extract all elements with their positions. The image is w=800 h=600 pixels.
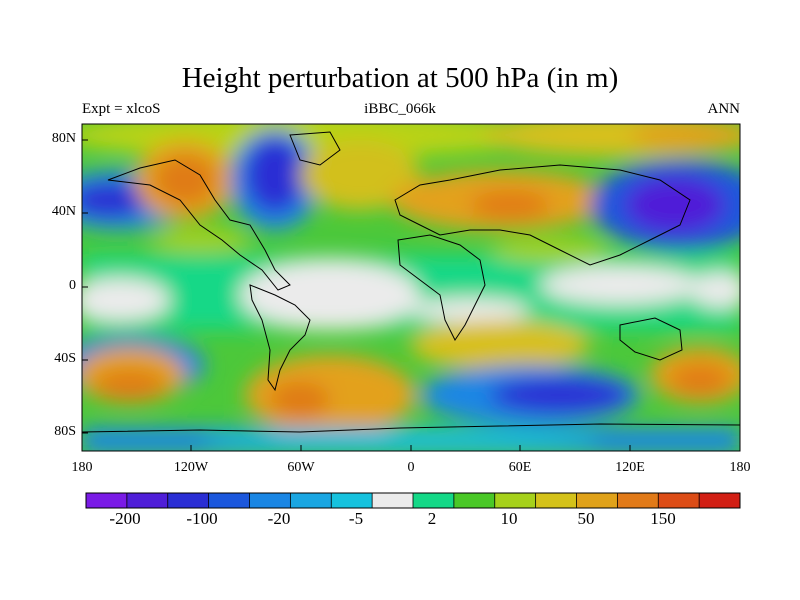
season-label: ANN <box>707 101 741 117</box>
colorbar-label: 50 <box>577 509 595 528</box>
colorbar-label: -20 <box>267 509 291 528</box>
colorbar-label: 10 <box>500 509 518 528</box>
lat-label-equator: 0 <box>69 278 76 293</box>
lat-label-80n: 80N <box>51 131 76 146</box>
colorbar-swatch <box>372 493 414 508</box>
colorbar-swatch <box>167 493 209 508</box>
colorbar-swatch <box>208 493 250 508</box>
lat-label-40n: 40N <box>51 204 76 219</box>
colorbar <box>85 492 741 509</box>
figure-title: Height perturbation at 500 hPa (in m) <box>181 62 619 94</box>
colorbar-label: 150 <box>650 509 676 528</box>
lon-label-180e: 180 <box>729 460 751 475</box>
axis-ticks <box>81 139 741 451</box>
colorbar-swatch <box>658 493 700 508</box>
colorbar-swatch <box>699 493 741 508</box>
lon-label-60e: 60E <box>508 460 532 475</box>
colorbar-swatch <box>617 493 659 508</box>
run-label: iBBC_066k <box>364 101 436 117</box>
lon-label-60w: 60W <box>287 460 315 475</box>
colorbar-frame <box>85 492 741 509</box>
lat-label-80s: 80S <box>54 424 76 439</box>
colorbar-swatch <box>249 493 291 508</box>
lon-label-180w: 180 <box>71 460 93 475</box>
colorbar-swatch <box>331 493 373 508</box>
colorbar-swatch <box>494 493 536 508</box>
colorbar-swatch <box>413 493 455 508</box>
lon-label-120e: 120E <box>615 460 645 475</box>
colorbar-swatch <box>86 493 128 508</box>
colorbar-swatch <box>126 493 169 508</box>
lat-label-40s: 40S <box>54 351 76 366</box>
colorbar-label: -100 <box>186 509 218 528</box>
colorbar-label: -200 <box>109 509 141 528</box>
lon-label-120w: 120W <box>173 460 209 475</box>
experiment-label: Expt = xlcoS <box>82 101 161 117</box>
lon-label-0: 0 <box>407 460 415 475</box>
colorbar-label: 2 <box>427 509 437 528</box>
colorbar-swatch <box>290 493 332 508</box>
colorbar-label: -5 <box>348 509 364 528</box>
height-perturbation-field <box>82 124 740 451</box>
colorbar-swatch <box>535 493 577 508</box>
colorbar-swatch <box>453 493 496 508</box>
colorbar-swatch <box>576 493 618 508</box>
